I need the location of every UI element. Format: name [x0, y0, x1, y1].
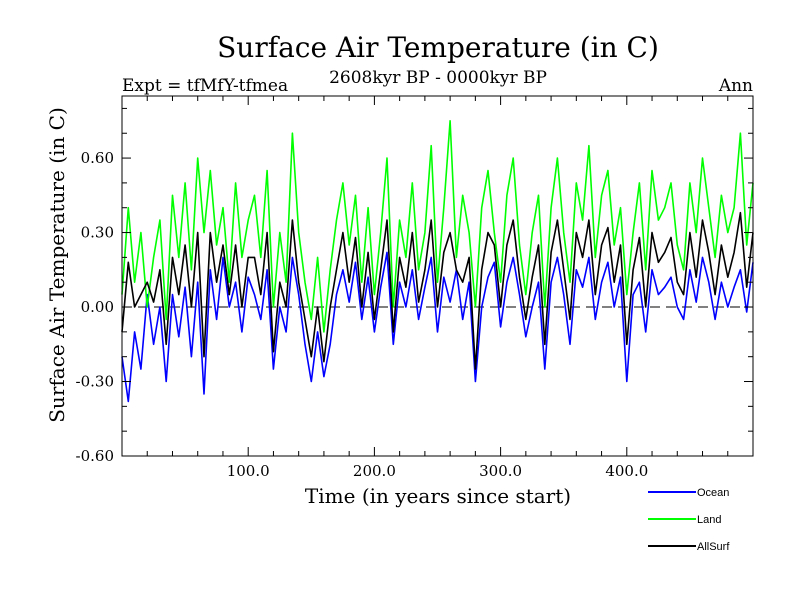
plot-area: 100.0 200.0 300.0 400.0 -0.60 -0.30 0.00 0.30 0.…	[76, 95, 754, 553]
legend-label-land: Land	[697, 514, 721, 526]
x-tick-label: 300.0	[479, 462, 522, 480]
season-label: Ann	[718, 76, 753, 96]
series-line-land	[121, 120, 754, 333]
chart-title: Surface Air Temperature (in C)	[217, 31, 659, 64]
legend-label-ocean: Ocean	[697, 487, 729, 499]
series-line-allsurf	[121, 211, 754, 370]
x-tick-label: 400.0	[605, 462, 648, 480]
legend-label-allsurf: AllSurf	[697, 541, 730, 553]
y-tick-label: -0.60	[76, 447, 114, 465]
y-axis-label: Surface Air Temperature (in C)	[45, 107, 69, 423]
x-tick-label: 100.0	[227, 462, 270, 480]
y-tick-label: 0.00	[81, 298, 114, 316]
series-line-ocean	[121, 251, 754, 403]
axis-frame	[121, 95, 754, 457]
y-tick-label: 0.60	[81, 149, 114, 167]
experiment-label: Expt = tfMfY-tfmea	[122, 76, 288, 96]
x-axis-label: Time (in years since start)	[305, 484, 571, 508]
y-tick-label: 0.30	[81, 224, 114, 242]
x-tick-label: 200.0	[353, 462, 396, 480]
y-tick-label: -0.30	[76, 373, 114, 391]
chart-subtitle: 2608kyr BP - 0000kyr BP	[329, 68, 547, 88]
